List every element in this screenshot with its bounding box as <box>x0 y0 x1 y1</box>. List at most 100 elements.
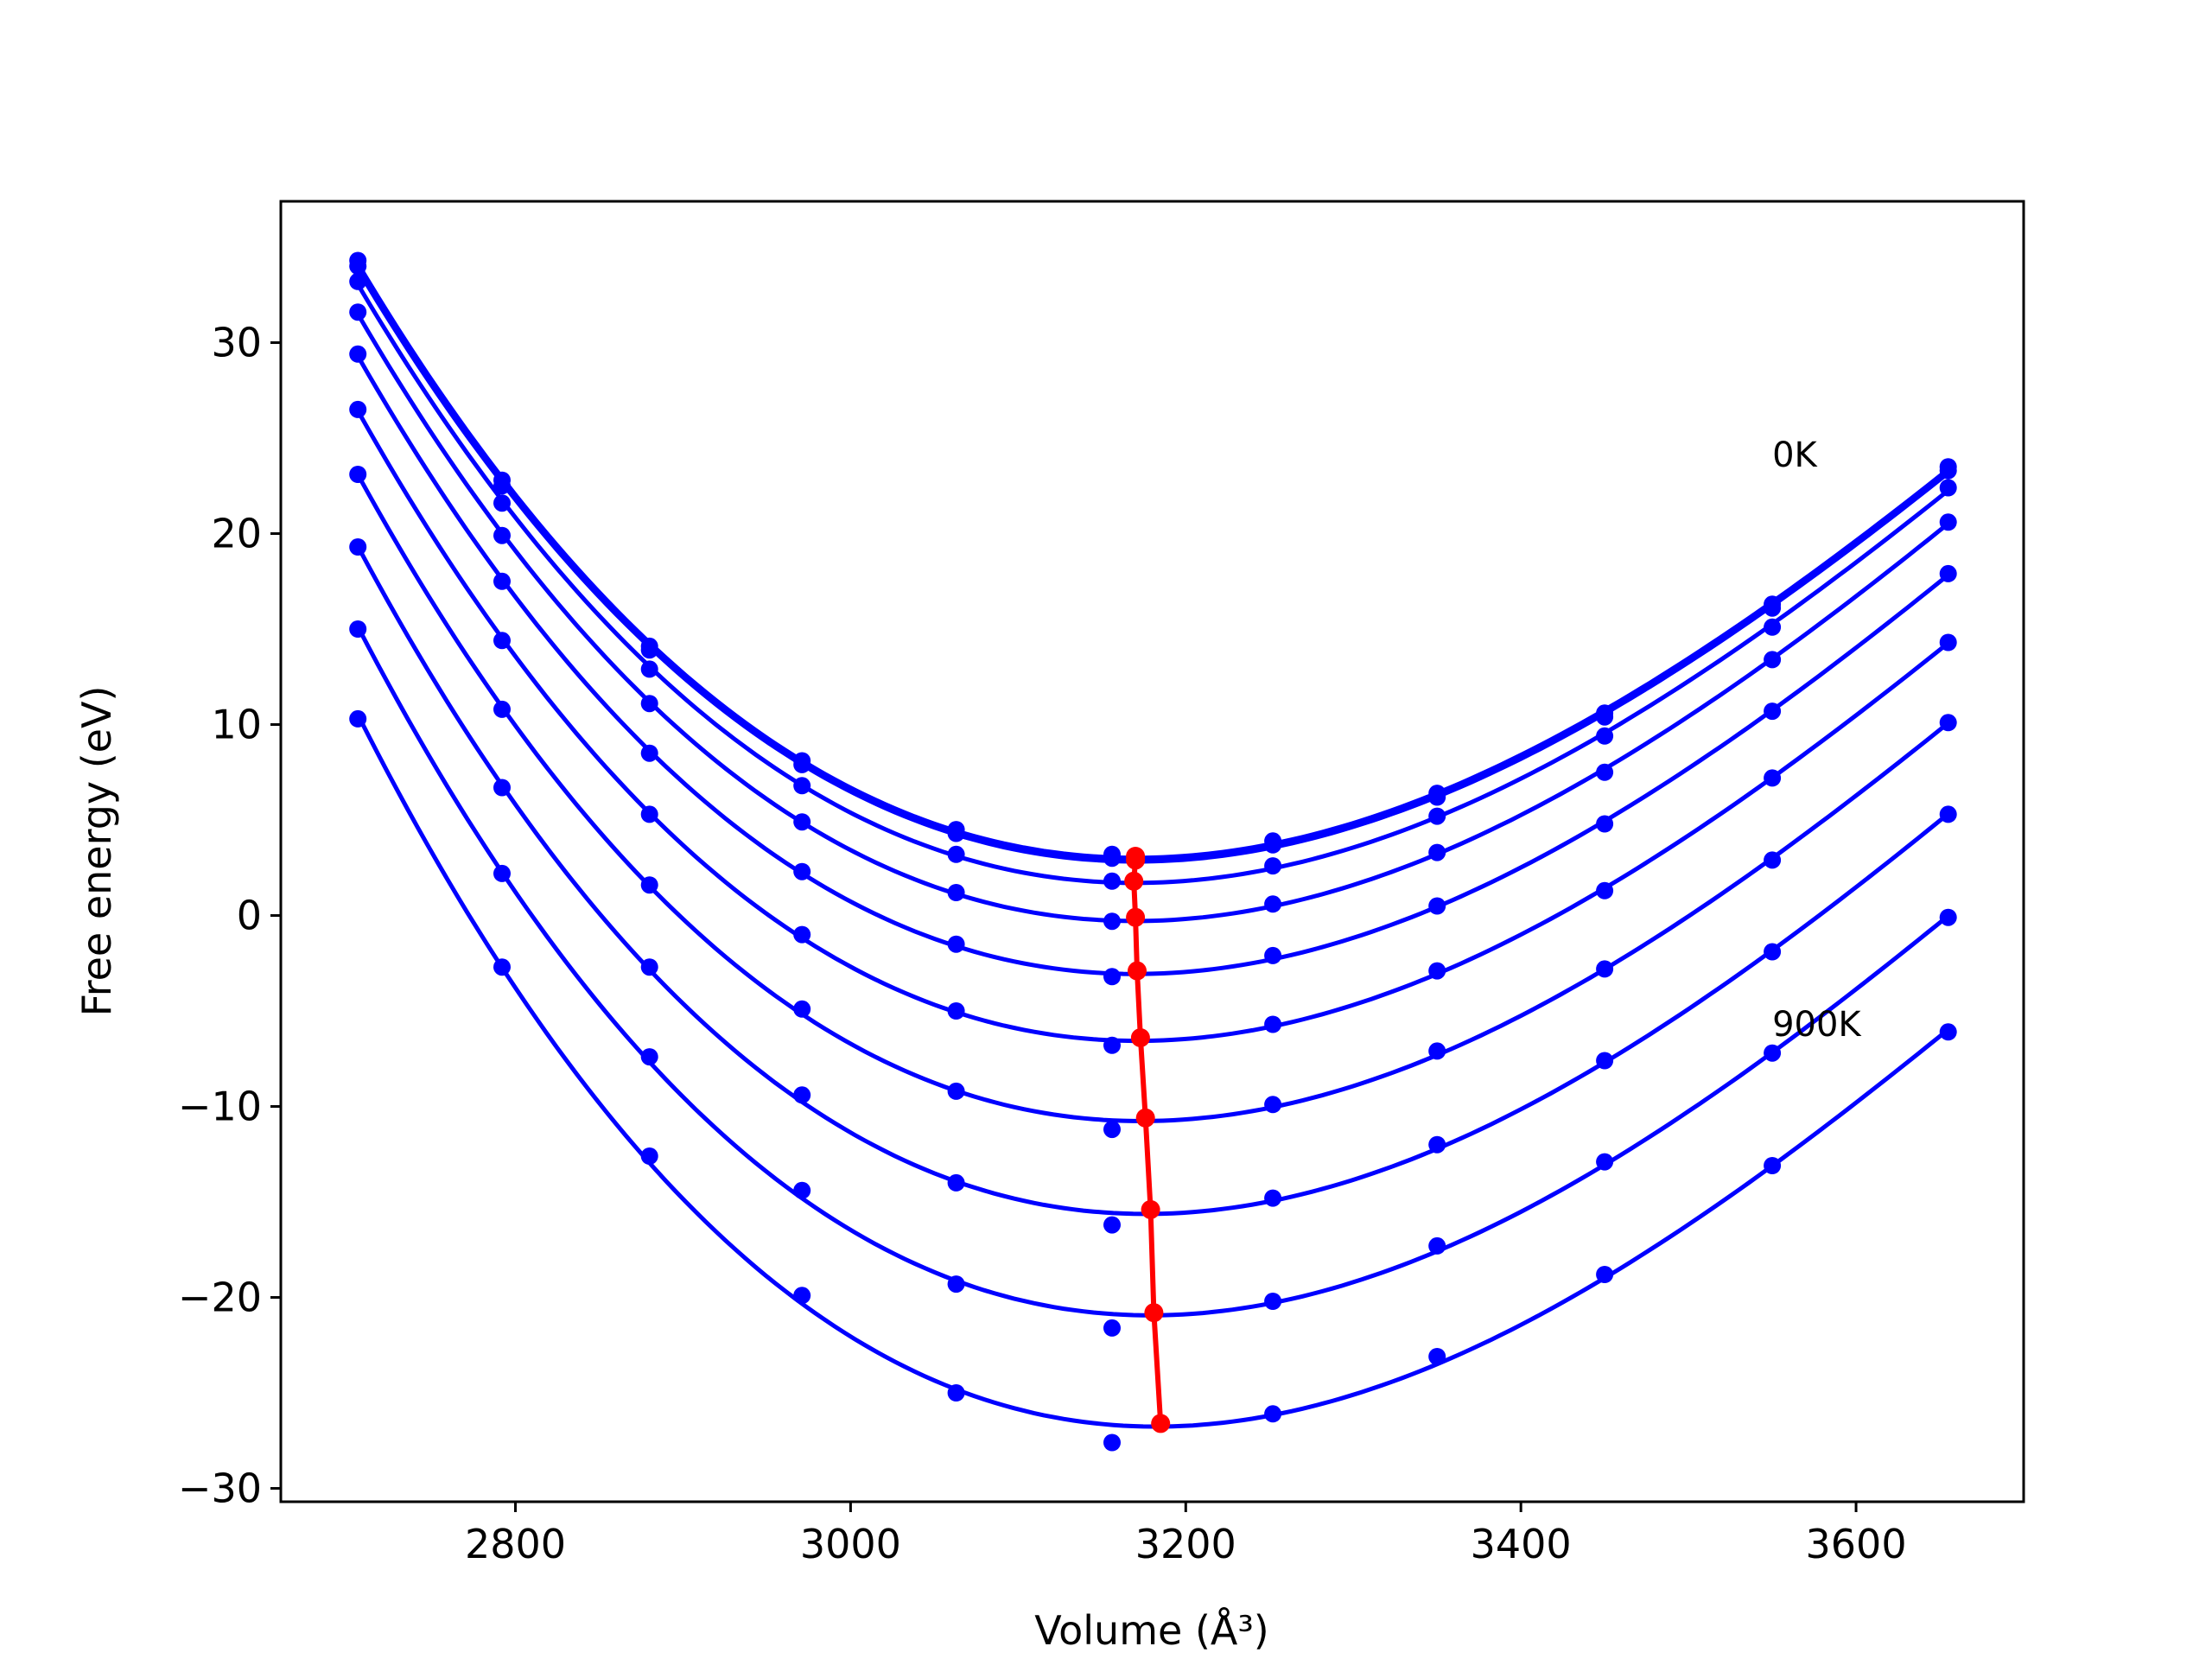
data-point <box>1428 1348 1446 1365</box>
data-point <box>1428 1236 1446 1255</box>
data-point <box>1764 618 1782 636</box>
data-point <box>640 744 658 762</box>
minimum-point <box>1130 1028 1150 1047</box>
data-point <box>1939 461 1957 480</box>
y-axis-label: Free energy (eV) <box>73 686 120 1017</box>
data-point <box>1428 1042 1446 1060</box>
minimum-point <box>1144 1303 1164 1323</box>
data-point <box>349 272 367 290</box>
data-point <box>493 700 511 718</box>
fit-curve-3 <box>356 313 1950 924</box>
data-point <box>947 1173 965 1192</box>
minimum-point <box>1141 1199 1160 1219</box>
annotation-label: 0K <box>1772 435 1818 475</box>
data-point <box>1264 1293 1282 1310</box>
y-tick-label: −10 <box>178 1084 262 1130</box>
x-axis-label: Volume (Å³) <box>1034 1607 1269 1654</box>
fit-curve-1 <box>356 268 1950 864</box>
data-point <box>1764 1044 1782 1062</box>
data-point <box>1264 946 1282 964</box>
minimum-point <box>1128 961 1147 981</box>
data-point <box>349 466 367 483</box>
data-point <box>493 494 511 512</box>
data-point <box>1428 807 1446 825</box>
data-point <box>947 845 965 863</box>
data-point <box>1596 727 1614 745</box>
data-point <box>640 1048 658 1066</box>
annotations: 0K 900K <box>1772 435 1862 1045</box>
data-point <box>349 345 367 363</box>
minimum-point <box>1126 850 1146 870</box>
fit-curve-5 <box>356 410 1950 1044</box>
data-point <box>493 632 511 650</box>
data-point <box>1428 897 1446 915</box>
data-point <box>947 1002 965 1020</box>
data-point <box>1103 1433 1121 1452</box>
data-point <box>640 958 658 976</box>
x-tick-label: 2800 <box>465 1521 566 1567</box>
data-point <box>640 695 658 713</box>
annotation-label: 900K <box>1772 1005 1862 1045</box>
data-point <box>793 1000 811 1018</box>
data-point <box>640 641 658 659</box>
data-point <box>1764 651 1782 669</box>
data-point <box>1428 843 1446 861</box>
data-point <box>1939 908 1957 926</box>
data-point <box>1939 1023 1957 1041</box>
data-point <box>793 777 811 795</box>
data-point <box>493 572 511 590</box>
fit-curve-6 <box>356 474 1950 1123</box>
y-tick-label: 0 <box>237 893 262 939</box>
data-point <box>1103 1319 1121 1337</box>
y-tick-label: −30 <box>178 1465 262 1512</box>
fit-curve-2 <box>356 283 1950 886</box>
data-point <box>1596 763 1614 781</box>
data-point <box>793 925 811 944</box>
data-point <box>640 1147 658 1165</box>
data-point <box>349 257 367 276</box>
data-point <box>1264 836 1282 854</box>
data-point <box>1596 708 1614 726</box>
plot-frame <box>279 200 2025 1503</box>
minimum-point <box>1124 871 1144 891</box>
data-point <box>1764 1157 1782 1174</box>
data-point <box>349 709 367 728</box>
fit-curve-4 <box>356 354 1950 976</box>
data-point <box>1596 960 1614 978</box>
data-point <box>1596 1266 1614 1283</box>
data-point <box>1103 1216 1121 1234</box>
x-tick-label: 3000 <box>800 1521 901 1567</box>
minima-path <box>1131 856 1164 1424</box>
y-axis-ticks: −30 −20 −10 0 10 20 30 <box>178 320 281 1512</box>
minimum-point <box>1151 1414 1171 1433</box>
data-point <box>1428 788 1446 806</box>
y-tick-label: 30 <box>211 320 262 366</box>
data-point <box>947 1082 965 1100</box>
data-point <box>1103 968 1121 986</box>
data-point <box>1939 633 1957 652</box>
data-point <box>793 1181 811 1199</box>
minimum-point <box>1126 907 1146 927</box>
data-point <box>1264 1096 1282 1114</box>
data-point <box>640 805 658 823</box>
data-point <box>1764 702 1782 721</box>
data-point <box>493 477 511 495</box>
data-point <box>1103 912 1121 931</box>
data-point <box>1428 962 1446 980</box>
data-point <box>1264 895 1282 913</box>
data-point <box>947 935 965 953</box>
data-point <box>947 1384 965 1402</box>
minima-line <box>1124 847 1171 1433</box>
y-tick-label: −20 <box>178 1274 262 1321</box>
data-point <box>1103 849 1121 868</box>
data-points <box>349 251 1957 1452</box>
data-point <box>1939 564 1957 582</box>
x-tick-label: 3600 <box>1806 1521 1907 1567</box>
fit-curve-0 <box>356 262 1950 861</box>
data-point <box>1939 513 1957 531</box>
data-point <box>1264 857 1282 875</box>
data-point <box>1764 851 1782 869</box>
data-point <box>349 620 367 638</box>
data-point <box>1596 1153 1614 1171</box>
